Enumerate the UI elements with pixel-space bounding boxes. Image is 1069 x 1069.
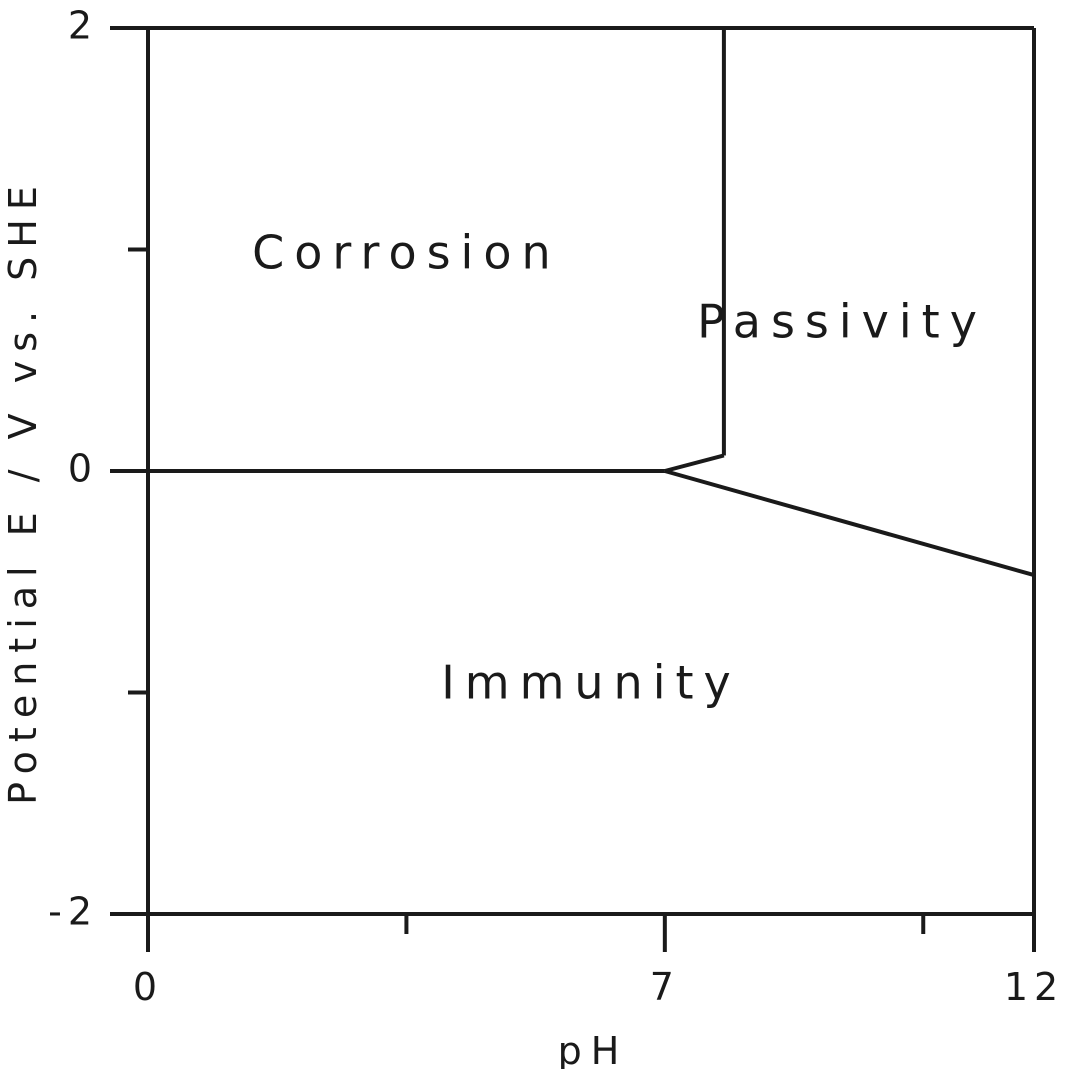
- region-label-passivity: Passivity: [697, 294, 987, 348]
- region-labels: Corrosion Passivity Immunity: [252, 226, 987, 710]
- x-axis-title: pH: [558, 1029, 629, 1069]
- x-tick-label: 7: [650, 965, 680, 1009]
- y-axis-title: Potential E / V vs. SHE: [1, 177, 45, 805]
- boundary-line-4: [664, 469, 1035, 578]
- tick-labels: 0 7 12 2 0 -2: [48, 4, 1064, 1010]
- region-boundaries: [148, 28, 1035, 578]
- y-tick-label: 0: [68, 447, 98, 491]
- y-tick-label: 2: [68, 4, 98, 48]
- region-label-corrosion: Corrosion: [252, 226, 560, 280]
- axis-ticks: [110, 26, 1036, 952]
- x-tick-label: 12: [1004, 965, 1064, 1009]
- boundary-line-2: [664, 453, 725, 473]
- region-label-immunity: Immunity: [441, 655, 741, 709]
- y-tick-label: -2: [48, 890, 98, 934]
- x-tick-label: 0: [133, 965, 163, 1009]
